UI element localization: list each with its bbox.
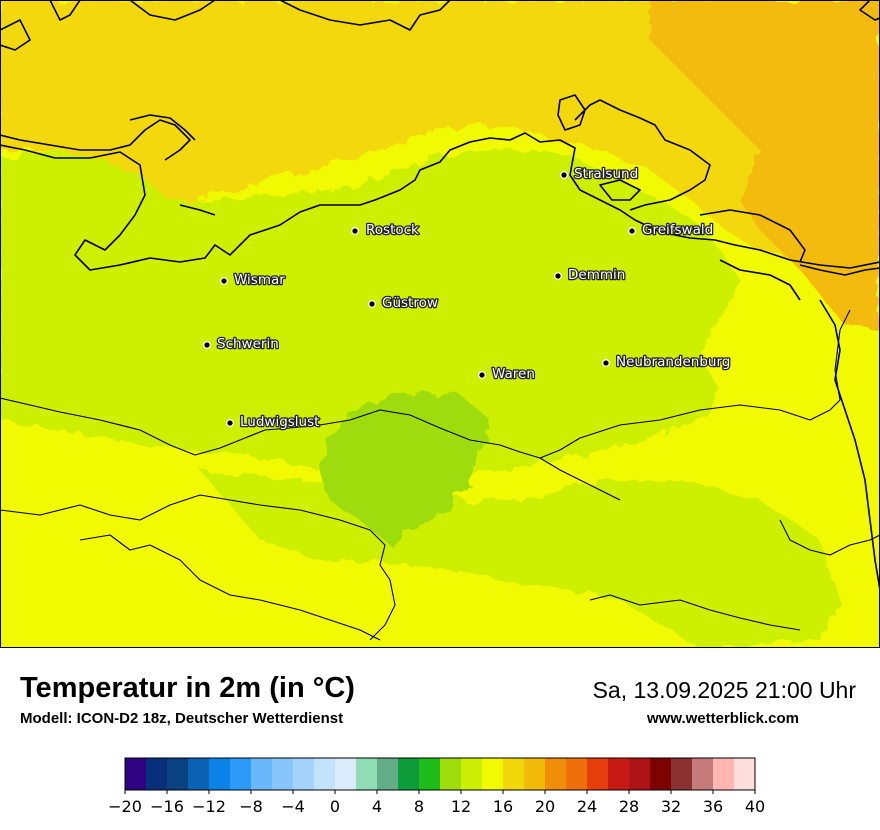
legend-swatch	[587, 758, 609, 790]
city-label-demmin: Demmin	[568, 267, 625, 283]
legend-swatch	[209, 758, 231, 790]
legend-swatch	[545, 758, 567, 790]
city-greifswald: Greifswald	[628, 221, 715, 239]
legend-tick-label: −8	[239, 797, 263, 816]
city-marker	[226, 419, 234, 427]
temperature-zone-sea-warm	[0, 0, 880, 300]
map-title: Temperatur in 2m (in °C)	[20, 672, 355, 704]
city-marker	[560, 171, 568, 179]
legend-swatch	[272, 758, 294, 790]
legend-tick-label: 4	[372, 797, 382, 816]
legend-tick-label: 36	[703, 797, 723, 816]
legend-tick-label: 12	[451, 797, 471, 816]
city-wismar: Wismar	[220, 271, 287, 289]
legend-swatch	[713, 758, 735, 790]
legend-swatch	[377, 758, 399, 790]
city-stralsund: Stralsund	[560, 165, 639, 183]
coastline	[0, 0, 880, 591]
legend-swatch	[335, 758, 357, 790]
city-ludwigslust: Ludwigslust	[226, 413, 321, 431]
legend-swatch	[398, 758, 420, 790]
city-marker	[602, 359, 610, 367]
temperature-field	[0, 0, 880, 648]
legend-frame	[124, 757, 756, 791]
city-marker	[554, 272, 562, 280]
website-label: www.wetterblick.com	[647, 710, 799, 727]
city-neubrandenburg: Neubrandenburg	[602, 353, 732, 371]
city-label-stralsund: Stralsund	[574, 166, 638, 182]
city-label-rostock: Rostock	[366, 222, 419, 238]
legend-swatch	[230, 758, 252, 790]
legend-swatch	[734, 758, 756, 790]
legend-swatch	[608, 758, 630, 790]
legend-ticks: −20 −16 −12 −8 −4 0 4 8 12 16 20 24 28 32 36 40	[108, 790, 765, 816]
city-label-ludwigslust: Ludwigslust	[240, 414, 319, 430]
legend-tick-label: 8	[414, 797, 424, 816]
legend-swatch	[188, 758, 210, 790]
legend-swatch	[167, 758, 189, 790]
legend-swatch	[524, 758, 546, 790]
legend-swatch	[293, 758, 315, 790]
city-label-waren: Waren	[492, 366, 535, 382]
forecast-datetime: Sa, 13.09.2025 21:00 Uhr	[592, 677, 856, 703]
temperature-map: Stralsund Rostock Greifswald Wismar Demm…	[0, 0, 880, 648]
city-marker	[478, 371, 486, 379]
legend-tick-label: 20	[535, 797, 555, 816]
color-scale-legend: −20 −16 −12 −8 −4 0 4 8 12 16 20 24 28 32 36 40	[108, 757, 765, 816]
legend-tick-label: 28	[619, 797, 639, 816]
legend-tick-label: 16	[493, 797, 513, 816]
legend-tick-label: −16	[150, 797, 184, 816]
legend-swatch	[314, 758, 336, 790]
temperature-zone-sea-warmest	[650, 0, 880, 330]
legend-tick-label: 24	[577, 797, 597, 816]
legend-swatch	[461, 758, 483, 790]
legend-swatch	[482, 758, 504, 790]
legend-swatch	[629, 758, 651, 790]
legend-swatch	[419, 758, 441, 790]
city-rostock: Rostock	[351, 221, 420, 239]
city-marker	[220, 277, 228, 285]
city-demmin: Demmin	[554, 266, 627, 284]
state-border	[0, 309, 880, 641]
city-schwerin: Schwerin	[203, 335, 280, 353]
legend-swatch	[503, 758, 525, 790]
legend-swatch	[671, 758, 693, 790]
legend-swatch	[650, 758, 672, 790]
city-marker	[368, 300, 376, 308]
temperature-zone-cool	[320, 395, 490, 545]
city-guestrow: Güstrow	[368, 294, 439, 312]
legend-tick-label: 32	[661, 797, 681, 816]
city-label-neubrandenburg: Neubrandenburg	[616, 354, 730, 370]
legend-swatches	[124, 757, 756, 791]
legend-tick-label: −4	[281, 797, 305, 816]
legend-swatch	[566, 758, 588, 790]
model-info: Modell: ICON-D2 18z, Deutscher Wetterdie…	[20, 710, 344, 727]
legend-swatch	[692, 758, 714, 790]
city-label-greifswald: Greifswald	[642, 222, 713, 238]
city-marker	[351, 227, 359, 235]
legend-tick-label: 0	[330, 797, 340, 816]
legend-tick-label: −12	[192, 797, 226, 816]
legend-swatch	[440, 758, 462, 790]
city-marker	[203, 341, 211, 349]
legend-swatch	[251, 758, 273, 790]
city-label-schwerin: Schwerin	[217, 336, 279, 352]
legend-swatch	[356, 758, 378, 790]
city-marker	[628, 227, 636, 235]
legend-swatch	[146, 758, 168, 790]
legend-tick-label: 40	[745, 797, 765, 816]
legend-tick-label: −20	[108, 797, 142, 816]
legend-swatch	[125, 758, 147, 790]
temperature-zone-land	[0, 150, 740, 480]
city-label-wismar: Wismar	[234, 272, 285, 288]
city-waren: Waren	[478, 365, 536, 383]
city-label-guestrow: Güstrow	[382, 295, 438, 311]
